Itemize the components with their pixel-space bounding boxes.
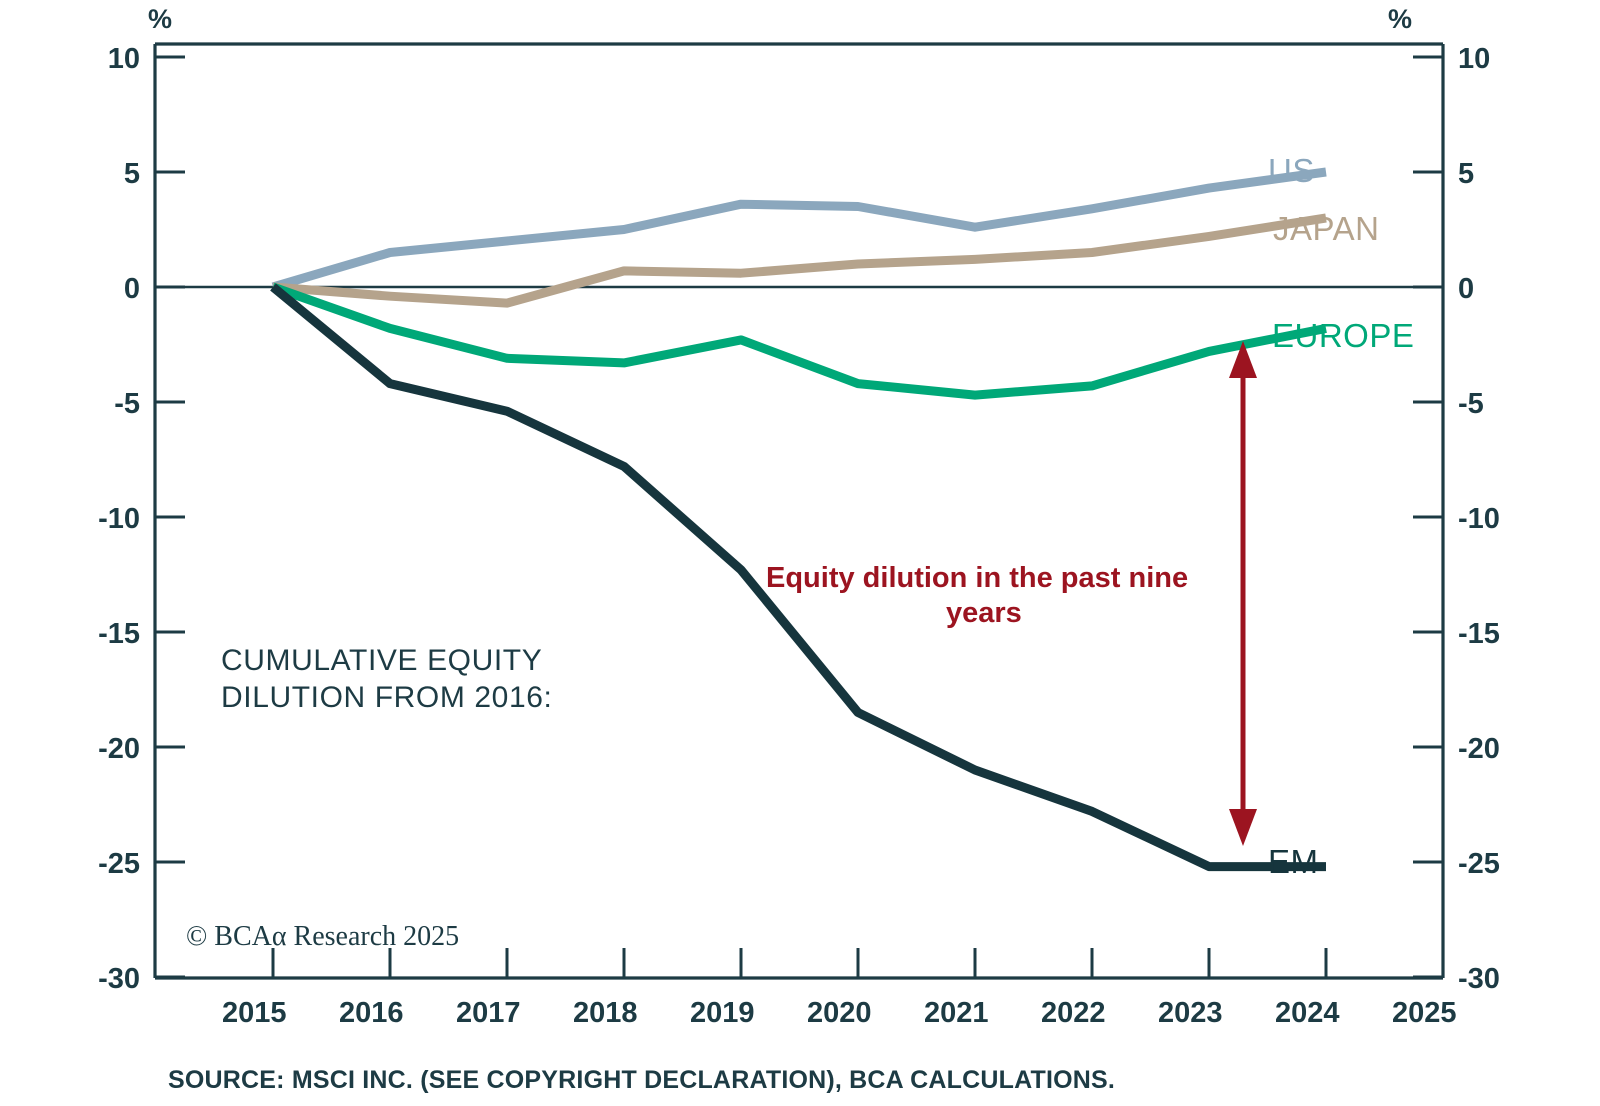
y-axis-ticks-right xyxy=(1413,55,1443,979)
y-axis-labels-left: 10 5 0 -5 -10 -15 -20 -25 -30 xyxy=(98,43,140,995)
x-tick-label: 2023 xyxy=(1158,997,1223,1029)
y-tick-label: 10 xyxy=(108,43,140,75)
x-tick-label: 2025 xyxy=(1392,997,1457,1029)
y-tick-label: -30 xyxy=(1458,963,1500,995)
y-tick-label: -5 xyxy=(114,388,140,420)
y-axis-unit-right: % xyxy=(1388,4,1412,34)
x-tick-label: 2020 xyxy=(807,997,872,1029)
x-tick-label: 2016 xyxy=(339,997,404,1029)
series-line-japan xyxy=(272,213,1327,308)
x-tick-label: 2017 xyxy=(456,997,521,1029)
x-tick-label: 2021 xyxy=(924,997,989,1029)
series-line-europe xyxy=(271,282,1327,400)
series-label-europe: EUROPE xyxy=(1272,317,1414,354)
source-note: SOURCE: MSCI INC. (SEE COPYRIGHT DECLARA… xyxy=(168,1066,1115,1094)
y-tick-label: -10 xyxy=(1458,503,1500,535)
x-axis-labels: 2015 2016 2017 2018 2019 2020 2021 2022 … xyxy=(222,997,1457,1029)
y-axis-ticks-left xyxy=(155,55,185,979)
y-axis-labels-right: 10 5 0 -5 -10 -15 -20 -25 -30 xyxy=(1458,43,1500,995)
y-tick-label: 5 xyxy=(1458,158,1474,190)
x-tick-label: 2015 xyxy=(222,997,287,1029)
x-tick-label: 2024 xyxy=(1275,997,1340,1029)
x-tick-label: 2018 xyxy=(573,997,638,1029)
y-axis-unit-left: % xyxy=(148,4,172,34)
y-tick-label: -10 xyxy=(98,503,140,535)
y-tick-label: 0 xyxy=(1458,273,1474,305)
series-line-us xyxy=(271,167,1327,292)
y-tick-label: 10 xyxy=(1458,43,1490,75)
annotation-line2: years xyxy=(946,597,1022,629)
y-tick-label: -25 xyxy=(1458,848,1500,880)
series-line-em xyxy=(270,283,1326,872)
series-label-em: EM xyxy=(1268,843,1319,880)
series-layer xyxy=(270,167,1327,872)
y-tick-label: -30 xyxy=(98,963,140,995)
copyright-notice: © BCAα Research 2025 xyxy=(186,921,459,952)
y-tick-label: -20 xyxy=(1458,733,1500,765)
series-label-japan: JAPAN xyxy=(1273,210,1379,247)
series-label-us: US xyxy=(1268,152,1315,189)
arrow-head-up xyxy=(1229,341,1257,378)
inchart-title-line1: CUMULATIVE EQUITY xyxy=(221,644,542,677)
y-tick-label: -25 xyxy=(98,848,140,880)
y-tick-label: 5 xyxy=(124,158,140,190)
arrow-head-down xyxy=(1229,809,1257,846)
dilution-double-arrow xyxy=(1229,341,1257,846)
inchart-title-line2: DILUTION FROM 2016: xyxy=(221,681,552,714)
x-axis-ticks xyxy=(271,948,1328,978)
y-tick-label: -15 xyxy=(98,618,140,650)
x-tick-label: 2022 xyxy=(1041,997,1106,1029)
x-tick-label: 2019 xyxy=(690,997,755,1029)
annotation-line1: Equity dilution in the past nine xyxy=(766,562,1188,594)
y-tick-label: -15 xyxy=(1458,618,1500,650)
y-tick-label: -5 xyxy=(1458,388,1484,420)
y-tick-label: -20 xyxy=(98,733,140,765)
y-tick-label: 0 xyxy=(124,273,140,305)
